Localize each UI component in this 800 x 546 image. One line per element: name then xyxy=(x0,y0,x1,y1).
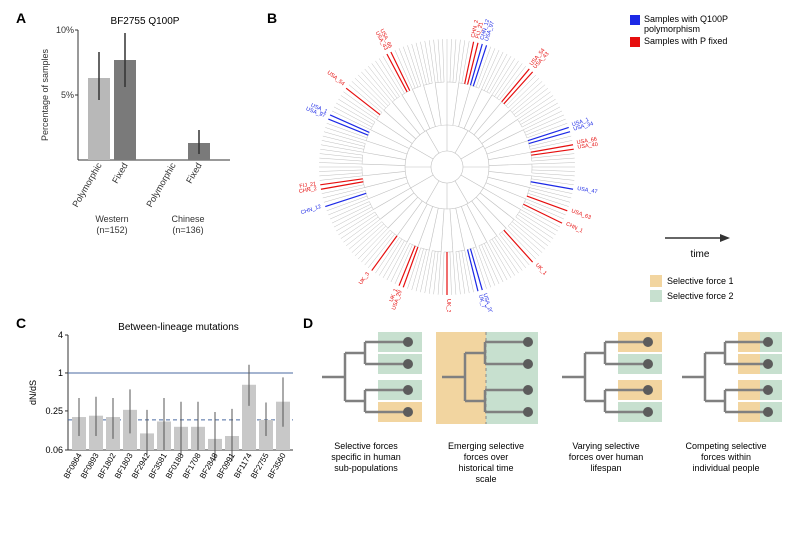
svg-text:USA_63: USA_63 xyxy=(570,208,591,221)
barlabel: Fixed xyxy=(184,161,204,185)
svg-text:UK_3: UK_3 xyxy=(358,271,371,286)
grouplabel-n: (n=136) xyxy=(172,225,203,235)
svg-text:sub-populations: sub-populations xyxy=(334,463,398,473)
svg-text:Emerging selective: Emerging selective xyxy=(448,441,524,451)
barlabel: Polymorphic xyxy=(70,161,104,209)
svg-text:scale: scale xyxy=(475,474,496,484)
panel-b-legend: Samples with Q100P polymorphism Samples … xyxy=(630,14,784,47)
barlabel: Polymorphic xyxy=(144,161,178,209)
svg-text:specific in human: specific in human xyxy=(331,452,401,462)
svg-text:forces within: forces within xyxy=(701,452,751,462)
svg-text:forces over: forces over xyxy=(464,452,509,462)
barlabel: Fixed xyxy=(110,161,130,185)
svg-text:Selective forces: Selective forces xyxy=(334,441,398,451)
svg-text:0.06: 0.06 xyxy=(45,445,63,455)
grouplabel: Chinese xyxy=(171,214,204,224)
svg-text:forces over human: forces over human xyxy=(569,452,644,462)
svg-text:UK_3: UK_3 xyxy=(445,299,451,312)
time-arrow: time xyxy=(660,230,740,260)
panel-c-chart: Between-lineage mutations 0.06 0.25 1 4 dN/dS… xyxy=(20,320,300,545)
svg-text:CHN_1: CHN_1 xyxy=(565,221,584,234)
legend-swatch-force2 xyxy=(650,290,662,302)
panel-a-chart: BF2755 Q100P 5% 10% Percentage of sample… xyxy=(20,10,250,240)
legend-label: Selective force 1 xyxy=(667,276,734,286)
time-label: time xyxy=(660,249,740,260)
svg-text:lifespan: lifespan xyxy=(590,463,621,473)
svg-text:4: 4 xyxy=(58,330,63,340)
svg-text:CHN_12: CHN_12 xyxy=(300,204,322,216)
panel-a-title: BF2755 Q100P xyxy=(111,16,180,27)
panel-b-legend2: Selective force 1 Selective force 2 xyxy=(650,275,734,302)
svg-text:individual people: individual people xyxy=(692,463,759,473)
legend-label: Samples with P fixed xyxy=(644,36,727,46)
svg-text:historical time: historical time xyxy=(458,463,513,473)
legend-swatch-force1 xyxy=(650,275,662,287)
ytick: 5% xyxy=(61,90,74,100)
svg-text:USA_47: USA_47 xyxy=(577,186,598,195)
svg-text:Between-lineage mutations: Between-lineage mutations xyxy=(118,322,239,333)
ylabel: Percentage of samples xyxy=(40,48,50,141)
panel-d-diagrams: Selective forcesspecific in humansub-pop… xyxy=(310,320,790,545)
grouplabel-n: (n=152) xyxy=(96,225,127,235)
grouplabel: Western xyxy=(95,214,128,224)
svg-text:1: 1 xyxy=(58,368,63,378)
svg-text:Varying selective: Varying selective xyxy=(572,441,639,451)
ytick: 10% xyxy=(56,25,74,35)
legend-label: Samples with Q100P polymorphism xyxy=(644,14,784,34)
svg-text:Competing selective: Competing selective xyxy=(685,441,766,451)
svg-text:USA_54: USA_54 xyxy=(326,70,346,87)
legend-label: Selective force 2 xyxy=(667,291,734,301)
panel-b-tree: CHN_2FIJ_21CHN_12USA_97USA_54USA_43USA_1… xyxy=(272,12,632,312)
svg-text:UK_1: UK_1 xyxy=(534,262,548,276)
svg-text:dN/dS: dN/dS xyxy=(28,380,38,405)
svg-text:0.25: 0.25 xyxy=(45,406,63,416)
